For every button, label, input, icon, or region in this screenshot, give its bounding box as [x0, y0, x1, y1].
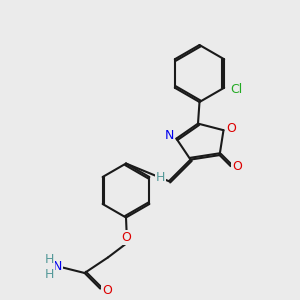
Text: N: N	[53, 260, 62, 273]
Text: H: H	[45, 253, 55, 266]
Text: N: N	[164, 129, 174, 142]
Text: O: O	[232, 160, 242, 172]
Text: O: O	[122, 231, 131, 244]
Text: Cl: Cl	[231, 83, 243, 96]
Text: O: O	[102, 284, 112, 297]
Text: H: H	[45, 268, 55, 281]
Text: O: O	[226, 122, 236, 135]
Text: H: H	[156, 171, 165, 184]
